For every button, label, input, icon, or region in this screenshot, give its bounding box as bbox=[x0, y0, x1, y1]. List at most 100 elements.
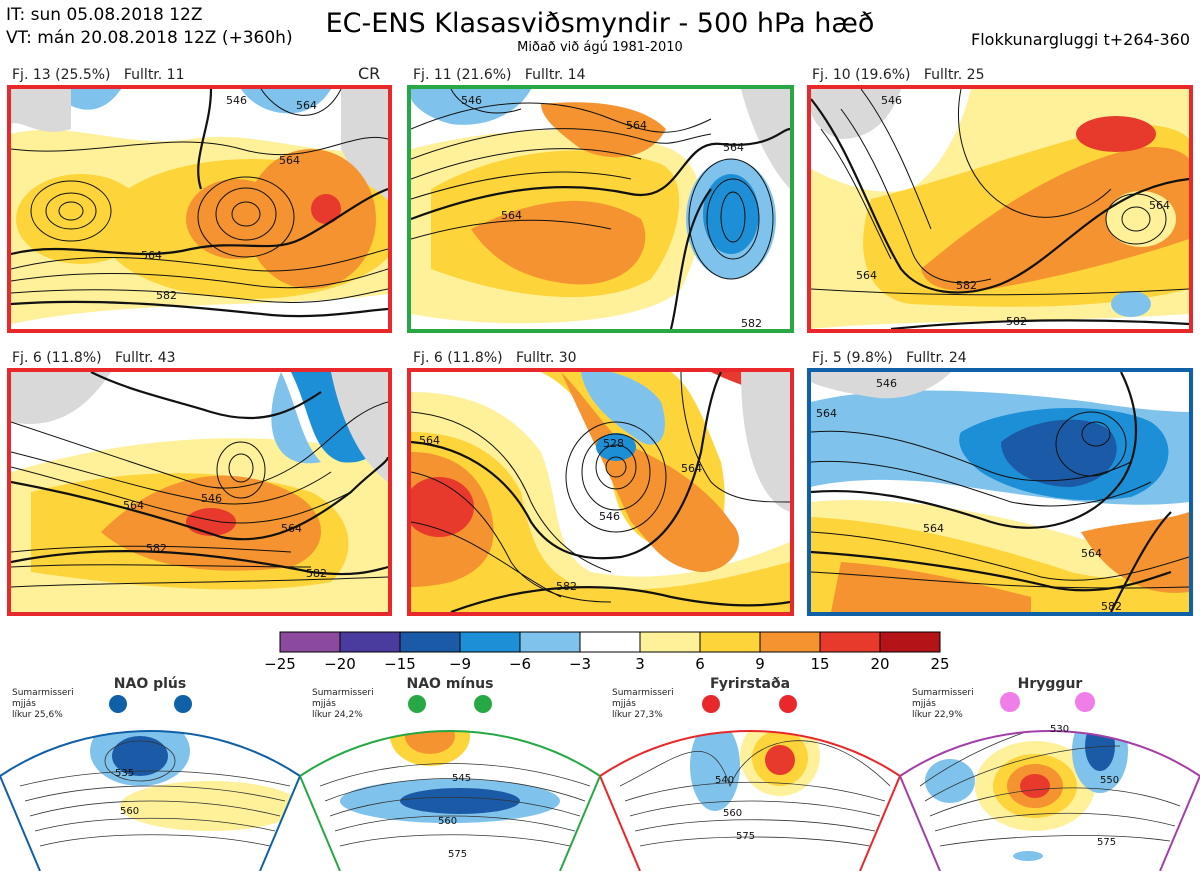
map-panel-2[interactable]: 546 564 564 564 582 bbox=[407, 85, 794, 333]
colorbar-segment bbox=[339, 631, 401, 653]
regime-smoothing: mjjás bbox=[612, 699, 636, 709]
panel-2-freq: Fj. 11 (21.6%) bbox=[413, 67, 512, 83]
panel-2-contour-label: 564 bbox=[723, 141, 744, 154]
panel-6-contour-label: 564 bbox=[923, 522, 944, 535]
colorbar-tick-label: −3 bbox=[568, 655, 592, 673]
regime-frame bbox=[900, 730, 1200, 871]
panel-1-contour-label: 564 bbox=[296, 99, 317, 112]
colorbar-segment bbox=[519, 631, 581, 653]
regime-contour-label: 535 bbox=[115, 768, 134, 779]
regime-contour-label: 530 bbox=[1050, 724, 1069, 735]
panel-1-freq: Fj. 13 (25.5%) bbox=[12, 67, 111, 83]
panel-5-contour-label: 546 bbox=[599, 510, 620, 523]
regime-marker bbox=[474, 695, 492, 713]
map-panel-1[interactable]: 564 546 564 564 582 bbox=[7, 85, 392, 333]
colorbar-tick-label: −9 bbox=[448, 655, 472, 673]
regime-contour-label: 560 bbox=[120, 806, 139, 817]
regime-probability: líkur 22,9% bbox=[912, 710, 963, 720]
panel-6-freq: Fj. 5 (9.8%) bbox=[812, 350, 893, 366]
regime-frame bbox=[600, 730, 900, 871]
regime-nao-minus: 545 560 575 NAO mínus Sumarmisseri mjjás… bbox=[300, 676, 600, 871]
regime-marker bbox=[1000, 692, 1020, 712]
regime-season: Sumarmisseri bbox=[912, 688, 974, 698]
panel-1-contour-label: 582 bbox=[156, 289, 177, 302]
panel-3-contour-label: 564 bbox=[856, 269, 877, 282]
panel-6-rep: Fulltr. 24 bbox=[906, 350, 967, 366]
panel-3-contour-label: 546 bbox=[881, 94, 902, 107]
regime-season: Sumarmisseri bbox=[612, 688, 674, 698]
panel-2-label: Fj. 11 (21.6%) Fulltr. 14 bbox=[413, 67, 586, 83]
colorbar-tick-label: −6 bbox=[508, 655, 532, 673]
colorbar-tick-label: −25 bbox=[264, 655, 296, 673]
panel-2-rep: Fulltr. 14 bbox=[524, 67, 586, 83]
panel-5-freq: Fj. 6 (11.8%) bbox=[413, 350, 503, 366]
panel-6-contour-label: 564 bbox=[1081, 547, 1102, 560]
colorbar-segment bbox=[279, 631, 341, 653]
map-panel-6[interactable]: 564 546 564 564 582 bbox=[807, 368, 1193, 616]
panel-4-contour-label: 546 bbox=[201, 492, 222, 505]
colorbar-tick-label: −20 bbox=[324, 655, 356, 673]
panel-1-label: Fj. 13 (25.5%) Fulltr. 11 CR bbox=[12, 64, 382, 83]
panel-3-rep: Fulltr. 25 bbox=[923, 67, 985, 83]
panel-4-contour-label: 582 bbox=[306, 567, 327, 580]
colorbar-tick-label: 20 bbox=[870, 655, 890, 673]
map-panel-3[interactable]: 546 564 564 582 582 bbox=[807, 85, 1193, 333]
colorbar-segment bbox=[819, 631, 881, 653]
regime-blocking: 540 560 575 Fyrirstaða Sumarmisseri mjjá… bbox=[600, 676, 900, 871]
regime-title: NAO mínus bbox=[406, 676, 494, 692]
regime-title: Hryggur bbox=[1017, 676, 1083, 692]
colorbar-segment bbox=[699, 631, 761, 653]
colorbar-tick-label: 25 bbox=[930, 655, 950, 673]
colorbar-tick-label: 3 bbox=[635, 655, 645, 673]
panel-1-contour-label: 546 bbox=[226, 94, 247, 107]
panel-2-contour-label: 564 bbox=[501, 209, 522, 222]
panel-3-contour-label: 582 bbox=[956, 279, 977, 292]
colorbar-segment bbox=[579, 631, 641, 653]
valid-time: VT: mán 20.08.2018 12Z (+360h) bbox=[6, 28, 293, 48]
panel-1-tag: CR bbox=[358, 64, 381, 83]
panel-4-rep: Fulltr. 43 bbox=[114, 350, 176, 366]
panel-2-contour-label: 564 bbox=[626, 119, 647, 132]
regime-ridge: 530 550 575 Hryggur Sumarmisseri mjjás l… bbox=[900, 676, 1200, 871]
regime-season: Sumarmisseri bbox=[312, 688, 374, 698]
panel-1-contour-label: 564 bbox=[279, 154, 300, 167]
panel-6-contour-label: 546 bbox=[876, 377, 897, 390]
panel-5-contour-label: 564 bbox=[419, 434, 440, 447]
colorbar bbox=[279, 631, 941, 653]
panel-4-contour-label: 564 bbox=[123, 499, 144, 512]
panel-4-label: Fj. 6 (11.8%) Fulltr. 43 bbox=[12, 350, 176, 366]
regime-contour-label: 560 bbox=[723, 808, 742, 819]
regime-marker bbox=[779, 695, 797, 713]
panel-4-freq: Fj. 6 (11.8%) bbox=[12, 350, 102, 366]
colorbar-segment bbox=[639, 631, 701, 653]
page-subtitle: Miðað við ágú 1981-2010 bbox=[517, 40, 683, 55]
colorbar-segment bbox=[399, 631, 461, 653]
regime-info: Sumarmisseri mjjás líkur 24,2% bbox=[312, 688, 374, 721]
map-panel-4[interactable]: 564 546 564 582 582 bbox=[7, 368, 392, 616]
map-panel-5[interactable]: 564 528 546 564 582 bbox=[407, 368, 794, 616]
panel-5-rep: Fulltr. 30 bbox=[515, 350, 577, 366]
regime-contour-label: 575 bbox=[736, 831, 755, 842]
regime-frame bbox=[300, 730, 600, 871]
regime-marker bbox=[174, 695, 192, 713]
regime-title: NAO plús bbox=[113, 676, 187, 692]
regime-contour-label: 550 bbox=[1100, 775, 1119, 786]
colorbar-tick-label: 6 bbox=[695, 655, 705, 673]
regime-probability: líkur 24,2% bbox=[312, 710, 363, 720]
regime-info: Sumarmisseri mjjás líkur 27,3% bbox=[612, 688, 674, 721]
colorbar-segment bbox=[879, 631, 941, 653]
page-title: EC-ENS Klasasviðsmyndir - 500 hPa hæð bbox=[325, 8, 875, 39]
regime-title: Fyrirstaða bbox=[709, 676, 791, 692]
regime-marker bbox=[1075, 692, 1095, 712]
regime-season: Sumarmisseri bbox=[12, 688, 74, 698]
panel-5-label: Fj. 6 (11.8%) Fulltr. 30 bbox=[413, 350, 577, 366]
panel-6-contour-label: 582 bbox=[1101, 600, 1122, 612]
panel-2-contour-label: 582 bbox=[741, 317, 762, 329]
regime-contour-label: 560 bbox=[438, 816, 457, 827]
panel-4-contour-label: 564 bbox=[281, 522, 302, 535]
regime-smoothing: mjjás bbox=[12, 699, 36, 709]
panel-4-contour-label: 582 bbox=[146, 542, 167, 555]
panel-6-contour-label: 564 bbox=[816, 407, 837, 420]
regime-frame bbox=[0, 730, 300, 871]
regime-nao-plus: 535 560 NAO plús Sumarmisseri mjjás líku… bbox=[0, 676, 300, 871]
